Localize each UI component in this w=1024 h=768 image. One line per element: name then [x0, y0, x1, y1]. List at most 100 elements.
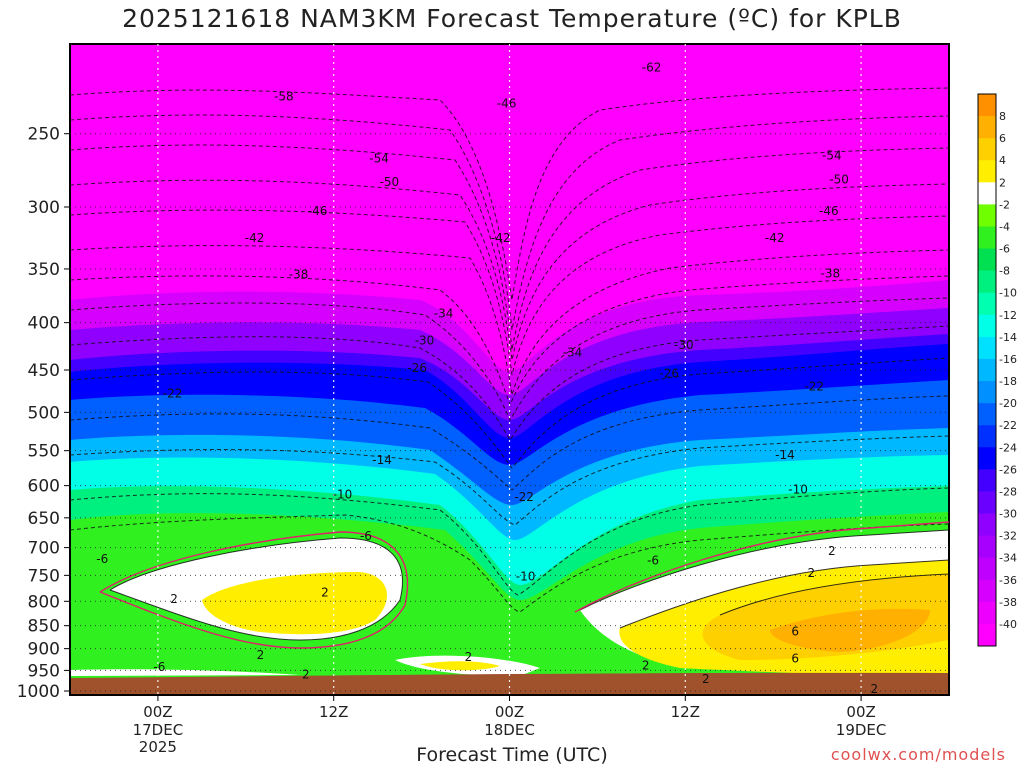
- colorbar-label: -16: [999, 353, 1017, 366]
- y-tick-label: 1000: [17, 682, 60, 702]
- chart-title: 2025121618 NAM3KM Forecast Temperature (…: [122, 4, 902, 33]
- y-tick-label: 650: [28, 509, 60, 529]
- contour-label: -10: [788, 483, 808, 497]
- contour-label: -6: [647, 554, 659, 568]
- colorbar-swatch: [978, 182, 996, 205]
- colorbar-swatch: [978, 116, 996, 139]
- colorbar-frame: [977, 93, 997, 647]
- freezing-line: [99, 531, 409, 649]
- colorbar-swatch: [978, 160, 996, 183]
- contour-label: -46: [308, 204, 328, 218]
- colorbar-label: -30: [999, 508, 1017, 521]
- y-tick-label: 300: [28, 198, 60, 218]
- colorbar-swatch: [978, 358, 996, 382]
- isotherm-line: [719, 573, 949, 616]
- x-tick-label: 00Z: [143, 703, 172, 721]
- contour-label: -46: [819, 204, 839, 218]
- colorbar-label: -26: [999, 463, 1017, 476]
- y-tick-label: 700: [28, 539, 60, 559]
- y-tick-label: 400: [28, 314, 60, 334]
- contour-label: -10: [516, 569, 536, 583]
- contour-label: -6: [153, 660, 165, 674]
- contour-label: -6: [360, 529, 372, 543]
- contour-label: -26: [659, 367, 679, 381]
- contour-label: -42: [245, 231, 265, 245]
- contour-label: -34: [563, 346, 583, 360]
- isotherm-line: [70, 114, 949, 331]
- colorbar-label: -10: [999, 287, 1017, 300]
- colorbar-label: -36: [999, 574, 1017, 587]
- isotherm-line: [70, 435, 949, 526]
- contour-label: 2: [828, 544, 836, 558]
- y-tick-label: 450: [28, 361, 60, 381]
- colorbar-swatch: [978, 623, 996, 647]
- contour-labels: -62-58 -46-54 -54-50 -50-46 -46-42 -42 -42-38-…: [96, 60, 878, 696]
- x-tick-label: 12Z: [671, 703, 700, 721]
- colorbar-swatch: [978, 513, 996, 537]
- contour-label: 2: [702, 672, 710, 686]
- isotherm-line: [70, 297, 949, 422]
- isotherm-line: [70, 357, 949, 469]
- contour-label: 2: [870, 682, 878, 696]
- isotherm-line: [70, 395, 949, 491]
- contour-label: -22: [163, 386, 183, 400]
- contour-label: -14: [372, 453, 392, 467]
- contour-label: 2: [302, 668, 310, 682]
- colorbar-swatch: [978, 601, 996, 625]
- isotherm-line: [70, 325, 949, 441]
- x-axis-title: Forecast Time (UTC): [416, 744, 608, 766]
- colorbar-swatch: [978, 491, 996, 515]
- colorbar-label: -8: [999, 265, 1010, 278]
- contour-label: -50: [829, 172, 849, 186]
- isotherm-line: [70, 514, 949, 613]
- contour-label: -14: [775, 448, 795, 462]
- y-tick-label: 250: [28, 125, 60, 145]
- isotherm-line: [70, 144, 949, 351]
- colorbar-swatch: [978, 204, 996, 227]
- contour-label: -26: [407, 361, 427, 375]
- colorbar-swatch: [978, 557, 996, 581]
- colorbar-label: -12: [999, 309, 1017, 322]
- contour-label: -30: [674, 338, 694, 352]
- x-tick-sublabel: 17DEC: [133, 721, 184, 739]
- contour-label: 2: [465, 650, 473, 664]
- colorbar-label: -22: [999, 419, 1017, 432]
- contour-label: -62: [642, 60, 662, 74]
- colorbar-label: -32: [999, 530, 1017, 543]
- colorbar-swatch: [978, 336, 996, 360]
- colorbar-label: 2: [999, 176, 1006, 189]
- colorbar-swatch: [978, 314, 996, 338]
- contour-label: -6: [96, 552, 108, 566]
- colorbar-label: 4: [999, 154, 1006, 167]
- colorbar-label: -6: [999, 243, 1010, 256]
- y-tick-label: 850: [28, 617, 60, 637]
- y-axis: 250 300 350 400 450 500 550 600 650 700 750 800 850 9…: [17, 125, 70, 702]
- contour-label: -22: [514, 490, 534, 504]
- colorbar-swatch: [978, 94, 996, 117]
- colorbar: 8 6 4 2 -2 -4 -6 -8 -10 -12 -14 -16 -18 -20 -22 -24 -26 -…: [977, 93, 1017, 647]
- colorbar-label: -24: [999, 441, 1017, 454]
- contour-label: -50: [380, 175, 400, 189]
- contour-label: 6: [791, 624, 799, 638]
- colorbar-swatch: [978, 270, 996, 294]
- y-tick-label: 900: [28, 640, 60, 660]
- y-tick-label: 950: [28, 661, 60, 681]
- colorbar-label: -18: [999, 375, 1017, 388]
- colorbar-swatch: [978, 447, 996, 470]
- colorbar-swatch: [978, 425, 996, 448]
- contour-label: 2: [642, 658, 650, 672]
- x-tick-label: 00Z: [846, 703, 875, 721]
- isotherm-line: [579, 529, 949, 611]
- colorbar-swatch: [978, 469, 996, 492]
- contour-label: -54: [822, 149, 842, 163]
- colorbar-label: 6: [999, 132, 1006, 145]
- colorbar-label: -40: [999, 618, 1017, 631]
- contour-label: -42: [765, 231, 785, 245]
- contour-label: 2: [170, 592, 178, 606]
- y-tick-label: 350: [28, 260, 60, 280]
- contour-label: 2: [807, 566, 815, 580]
- contour-label: -38: [289, 268, 309, 282]
- contour-label: -58: [274, 90, 294, 104]
